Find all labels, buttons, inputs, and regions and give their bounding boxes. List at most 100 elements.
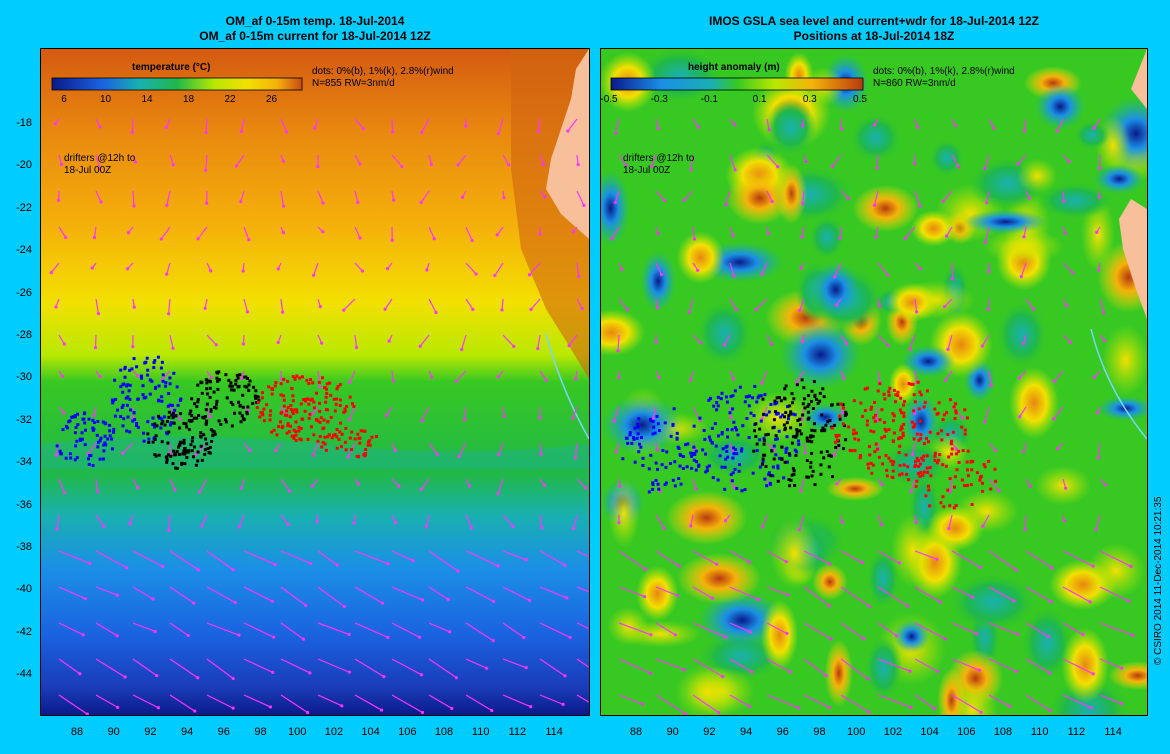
drifter-dot — [673, 460, 677, 464]
current-arrow — [206, 550, 234, 571]
current-arrow-head — [347, 632, 351, 637]
drifter-dot — [955, 452, 959, 456]
current-arrow-head — [1016, 632, 1020, 636]
current-arrow — [132, 586, 154, 600]
current-arrow-head — [947, 526, 951, 531]
anomaly-feature — [1097, 396, 1147, 421]
drifter-dot — [75, 456, 79, 460]
drifter-dot — [949, 442, 953, 446]
drifter-dot — [702, 428, 706, 432]
drifter-dot — [891, 419, 895, 423]
drifter-dot — [368, 443, 372, 447]
drifter-dot — [950, 439, 954, 443]
drifter-dot — [807, 402, 811, 406]
drifter-dot — [150, 379, 154, 383]
drifter-dot — [731, 471, 735, 475]
drifter-dot — [291, 399, 295, 403]
anomaly-feature — [770, 517, 819, 590]
drifter-dot — [132, 357, 136, 361]
drifter-dot — [805, 475, 809, 479]
drifter-dot — [260, 396, 264, 400]
drifter-dot — [812, 380, 816, 384]
drifter-dot — [899, 428, 903, 432]
drifter-dot — [916, 380, 920, 384]
drifter-dot — [755, 400, 759, 404]
drifter-dot — [983, 465, 987, 469]
drifter-dot — [993, 467, 997, 471]
drifter-dot — [307, 381, 311, 385]
current-arrow-head — [543, 195, 547, 199]
drifter-dot — [144, 395, 148, 399]
current-arrow — [354, 658, 385, 678]
drifter-dot — [828, 453, 832, 457]
drifter-dot — [280, 410, 284, 414]
drifter-dot — [758, 438, 762, 442]
anomaly-features — [601, 49, 1147, 715]
drifter-dot — [71, 415, 75, 419]
current-arrow — [243, 622, 274, 638]
current-arrow-head — [318, 305, 322, 309]
drifter-dot — [128, 368, 132, 372]
current-arrow-head — [766, 231, 770, 236]
drifter-dot — [628, 431, 632, 435]
current-arrow-head — [942, 304, 947, 309]
drifter-dot — [241, 405, 245, 409]
current-arrow — [428, 226, 435, 240]
current-arrow — [354, 226, 361, 239]
anomaly-feature — [696, 300, 753, 367]
drifter-dot — [197, 413, 201, 417]
drifter-dot — [762, 442, 766, 446]
drifter-dot — [922, 470, 926, 474]
left-title-line2: OM_af 0-15m current for 18-Jul-2014 12Z — [199, 29, 431, 43]
drifter-dot — [816, 401, 820, 405]
drifter-dot — [323, 442, 327, 446]
drifter-dot — [321, 441, 325, 445]
current-arrow — [655, 190, 665, 201]
drifter-dot — [260, 391, 264, 395]
drifter-dot — [334, 402, 338, 406]
current-arrow-head — [454, 379, 458, 383]
current-arrow — [914, 622, 946, 640]
current-arrow — [1053, 406, 1064, 420]
drifter-dot — [195, 416, 199, 420]
current-arrow-head — [380, 601, 385, 605]
drifter-dot — [869, 407, 873, 411]
drifter-dot — [675, 431, 679, 435]
current-arrow-head — [393, 448, 397, 452]
drifter-dot — [791, 435, 795, 439]
drifter-dot — [293, 377, 297, 381]
drifter-dot — [128, 397, 132, 401]
drifter-dot — [732, 420, 736, 424]
current-arrow-head — [696, 268, 700, 272]
current-arrow — [1099, 550, 1132, 568]
drifter-dot — [692, 445, 696, 449]
drifter-dot — [784, 450, 788, 454]
current-arrow — [1062, 262, 1074, 274]
drifter-dot — [262, 419, 266, 423]
drifter-dot — [954, 504, 958, 508]
current-arrow — [618, 154, 627, 166]
drifter-dot — [912, 409, 916, 413]
drifter-dot — [738, 385, 742, 389]
drifter-dot — [867, 466, 871, 470]
drifter-dot — [734, 448, 738, 452]
drifter-dot — [946, 488, 950, 492]
current-arrow — [766, 550, 787, 563]
current-arrow-head — [231, 676, 235, 681]
drifter-dot — [136, 425, 140, 429]
drifter-dot — [740, 489, 744, 493]
drifter-dot — [102, 443, 106, 447]
drifter-dot — [695, 460, 699, 464]
drifter-dot — [196, 400, 200, 404]
drifter-dot — [632, 437, 636, 441]
drifter-dot — [721, 447, 725, 451]
current-arrow — [349, 370, 356, 383]
current-arrow — [840, 550, 863, 564]
current-arrow-head — [1016, 162, 1020, 166]
drifter-dot — [954, 409, 958, 413]
x-tick-label: 98 — [813, 726, 826, 738]
current-arrow — [465, 658, 487, 669]
current-arrow — [243, 658, 273, 673]
current-arrow-head — [1094, 528, 1098, 532]
drifter-dot — [329, 415, 333, 419]
